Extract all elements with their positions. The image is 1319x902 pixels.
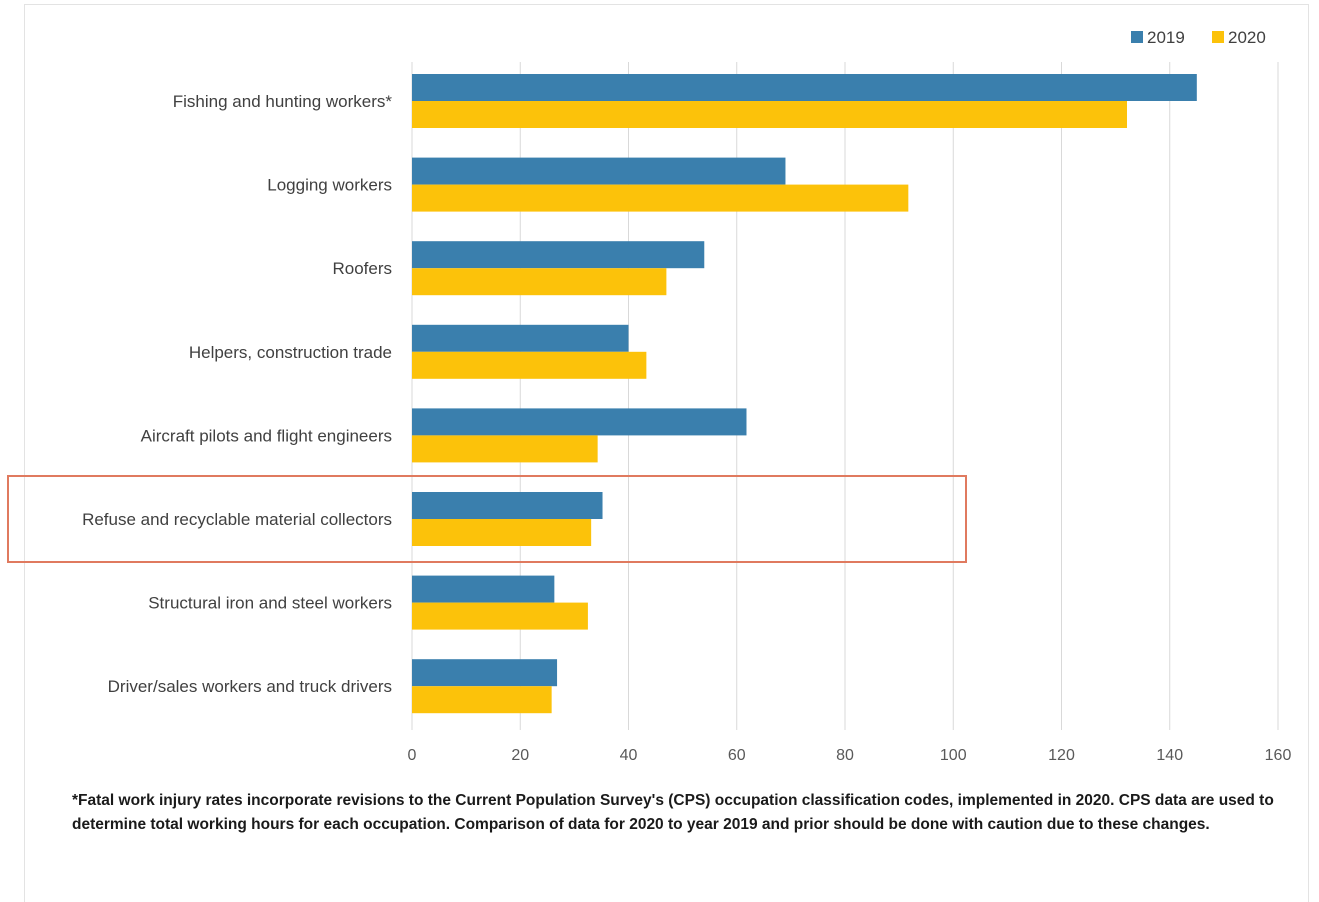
bar-2020-7 — [412, 602, 588, 630]
x-tick-label: 140 — [1156, 747, 1183, 764]
x-tick-label: 120 — [1048, 747, 1075, 764]
x-tick-label: 40 — [620, 747, 638, 764]
x-tick-label: 20 — [511, 747, 529, 764]
category-label: Aircraft pilots and flight engineers — [141, 426, 392, 445]
bar-2019-4 — [412, 324, 629, 352]
bar-2019-7 — [412, 575, 555, 603]
x-tick-label: 0 — [408, 747, 417, 764]
category-label: Roofers — [332, 259, 392, 278]
legend-swatch-2020 — [1212, 31, 1224, 43]
bar-2019-1 — [412, 74, 1197, 101]
x-tick-label: 100 — [940, 747, 967, 764]
legend-label-2019: 2019 — [1147, 28, 1185, 47]
x-tick-label: 80 — [836, 747, 854, 764]
bar-2020-5 — [412, 435, 598, 463]
bar-2020-4 — [412, 351, 647, 379]
footnote: *Fatal work injury rates incorporate rev… — [72, 792, 1274, 833]
bar-chart: 0 20 40 60 80 100 120 140 160 Fishing and hunting… — [7, 28, 1292, 764]
bar-2020-3 — [412, 268, 667, 296]
legend-label-2020: 2020 — [1228, 28, 1266, 47]
category-label: Logging workers — [267, 176, 392, 195]
category-label: Fishing and hunting workers* — [173, 92, 393, 111]
legend-swatch-2019 — [1131, 31, 1143, 43]
x-tick-label: 60 — [728, 747, 746, 764]
bar-2019-8 — [412, 659, 558, 687]
category-label: Driver/sales workers and truck drivers — [108, 677, 392, 696]
bar-2019-6 — [412, 492, 603, 519]
bar-2019-5 — [412, 408, 747, 436]
bar-2019-3 — [412, 241, 705, 269]
bar-2020-8 — [412, 686, 552, 714]
highlight-box — [7, 475, 967, 563]
bar-2020-1 — [412, 101, 1127, 128]
category-label: Refuse and recyclable material collector… — [82, 510, 392, 529]
x-tick-label: 160 — [1265, 747, 1292, 764]
bar-2019-2 — [412, 157, 786, 185]
category-label: Structural iron and steel workers — [148, 594, 392, 613]
chart-frame — [24, 4, 1309, 902]
bar-2020-2 — [412, 184, 909, 212]
category-label: Helpers, construction trade — [189, 343, 392, 362]
bar-2020-6 — [412, 519, 592, 546]
